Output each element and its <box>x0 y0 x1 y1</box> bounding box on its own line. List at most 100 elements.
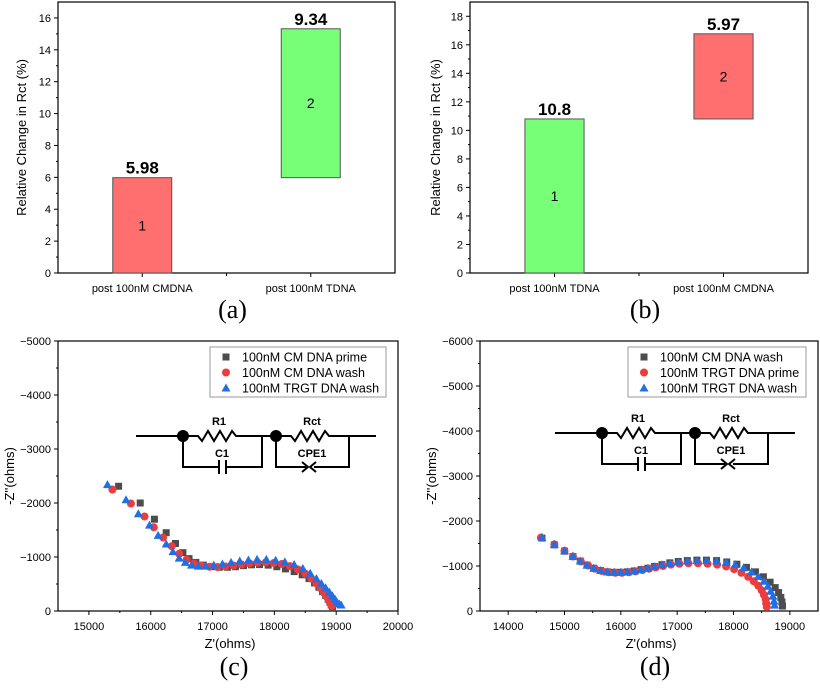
panel-label: (b) <box>630 295 660 324</box>
y-axis-label: Relative Change in Rct (%) <box>14 59 29 216</box>
x-tick-label: 19000 <box>775 621 806 633</box>
data-point-square <box>640 353 648 361</box>
data-point-triangle <box>180 557 190 566</box>
data-point-triangle <box>560 546 569 555</box>
legend-label: 100nM TRGT DNA prime <box>660 366 799 380</box>
data-point-triangle <box>243 555 253 564</box>
y-tick-label: 0 <box>457 268 463 280</box>
panel-label: (a) <box>218 295 247 324</box>
circuit-label-rct: Rct <box>722 413 740 425</box>
wire <box>646 433 682 465</box>
data-point-triangle <box>321 583 331 592</box>
data-point-triangle <box>316 578 326 587</box>
y-tick-label: 0 <box>45 606 51 618</box>
circuit-label-c1: C1 <box>634 445 648 457</box>
circuit-label-r1: R1 <box>631 413 645 425</box>
data-point-triangle <box>739 563 749 572</box>
wire <box>182 436 218 468</box>
data-point-square <box>115 482 123 490</box>
data-point-square <box>273 563 281 571</box>
chart-c: 0 −1000 −2000 −3000 −4000 −5000 -Z''(ohms) (c) 1… <box>2 336 413 681</box>
data-point-square <box>778 598 786 606</box>
legend-box <box>627 346 807 398</box>
data-point-square <box>777 594 785 601</box>
circuit-label-rct: Rct <box>303 416 321 428</box>
y-tick-label: 12 <box>451 97 463 109</box>
y-tick-label: −4000 <box>442 426 473 438</box>
y-tick-label: 10 <box>451 125 463 137</box>
data-point-triangle <box>768 591 778 600</box>
y-tick-label: −3000 <box>442 471 473 483</box>
data-point-triangle <box>221 383 231 392</box>
y-tick-label: 2 <box>457 239 463 251</box>
legend-label: 100nM CM DNA prime <box>242 351 367 365</box>
data-point-circle <box>167 542 176 551</box>
chart-d: 0 −1000 −2000 −3000 −4000 −5000 −6000 -Z''(ohms… <box>424 336 819 681</box>
data-point-square <box>136 499 144 507</box>
legend-box <box>209 346 387 398</box>
data-point-triangle <box>616 567 626 576</box>
data-point-triangle <box>568 551 578 560</box>
data-point-triangle <box>650 561 660 570</box>
cpe-symbol <box>308 461 317 473</box>
data-point-circle <box>159 533 168 542</box>
y-tick-label: 6 <box>457 182 463 194</box>
y-tick-label: −6000 <box>442 336 473 348</box>
data-point-triangle <box>657 560 667 569</box>
equivalent-circuit <box>555 426 795 471</box>
data-point-triangle <box>280 557 290 566</box>
y-tick-label: 12 <box>39 77 51 89</box>
resistor-rct <box>695 426 795 440</box>
x-axis-label: Z'(ohms) <box>626 636 677 651</box>
x-tick-label: 18000 <box>259 621 290 633</box>
x-tick-label: post 100nM CMDNA <box>673 283 775 295</box>
data-point-triangle <box>769 596 779 605</box>
data-point-triangle <box>209 560 219 569</box>
data-point-triangle <box>144 520 154 529</box>
data-point-square <box>766 578 774 586</box>
wire <box>314 436 350 468</box>
equivalent-circuit <box>136 429 376 474</box>
circuit-label-cpe1: CPE1 <box>717 445 746 457</box>
y-tick-label: −5000 <box>20 336 51 348</box>
wire <box>694 433 725 465</box>
y-axis-label: -Z''(ohms) <box>2 447 17 505</box>
data-point-triangle <box>271 555 281 564</box>
x-tick-label: 17000 <box>662 621 693 633</box>
wire <box>733 433 769 465</box>
wire <box>601 433 637 465</box>
data-point-triangle <box>753 571 763 580</box>
y-tick-label: −1000 <box>20 552 51 564</box>
data-point-triangle <box>730 560 740 569</box>
series-square <box>115 482 336 611</box>
data-point-triangle <box>721 557 731 566</box>
bar <box>524 118 585 274</box>
data-point-circle <box>222 368 230 377</box>
bar-value-label: 10.8 <box>538 100 571 119</box>
data-point-triangle <box>575 556 585 565</box>
data-point-triangle <box>549 539 559 548</box>
data-point-triangle <box>770 600 780 609</box>
data-point-triangle <box>153 530 163 539</box>
data-point-triangle <box>602 567 612 576</box>
x-axis-label: Z'(ohms) <box>205 636 256 651</box>
circuit-label-cpe1: CPE1 <box>298 448 327 460</box>
series-triangle <box>102 480 346 609</box>
y-tick-label: −3000 <box>20 444 51 456</box>
data-point-triangle <box>311 574 321 583</box>
x-tick-label: post 100nM CMDNA <box>92 283 194 295</box>
x-tick-label: 20000 <box>383 621 414 633</box>
data-point-square <box>759 573 767 581</box>
legend-label: 100nM CM DNA wash <box>660 351 783 365</box>
data-point-square <box>171 540 179 547</box>
cpe-symbol <box>301 461 310 473</box>
data-point-triangle <box>201 561 211 570</box>
x-tick-label: 15000 <box>74 621 105 633</box>
data-point-triangle <box>235 556 245 565</box>
y-tick-label: 4 <box>457 211 463 223</box>
y-tick-label: −2000 <box>442 516 473 528</box>
data-point-square <box>281 565 289 573</box>
bar-value-label: 9.34 <box>294 10 328 29</box>
